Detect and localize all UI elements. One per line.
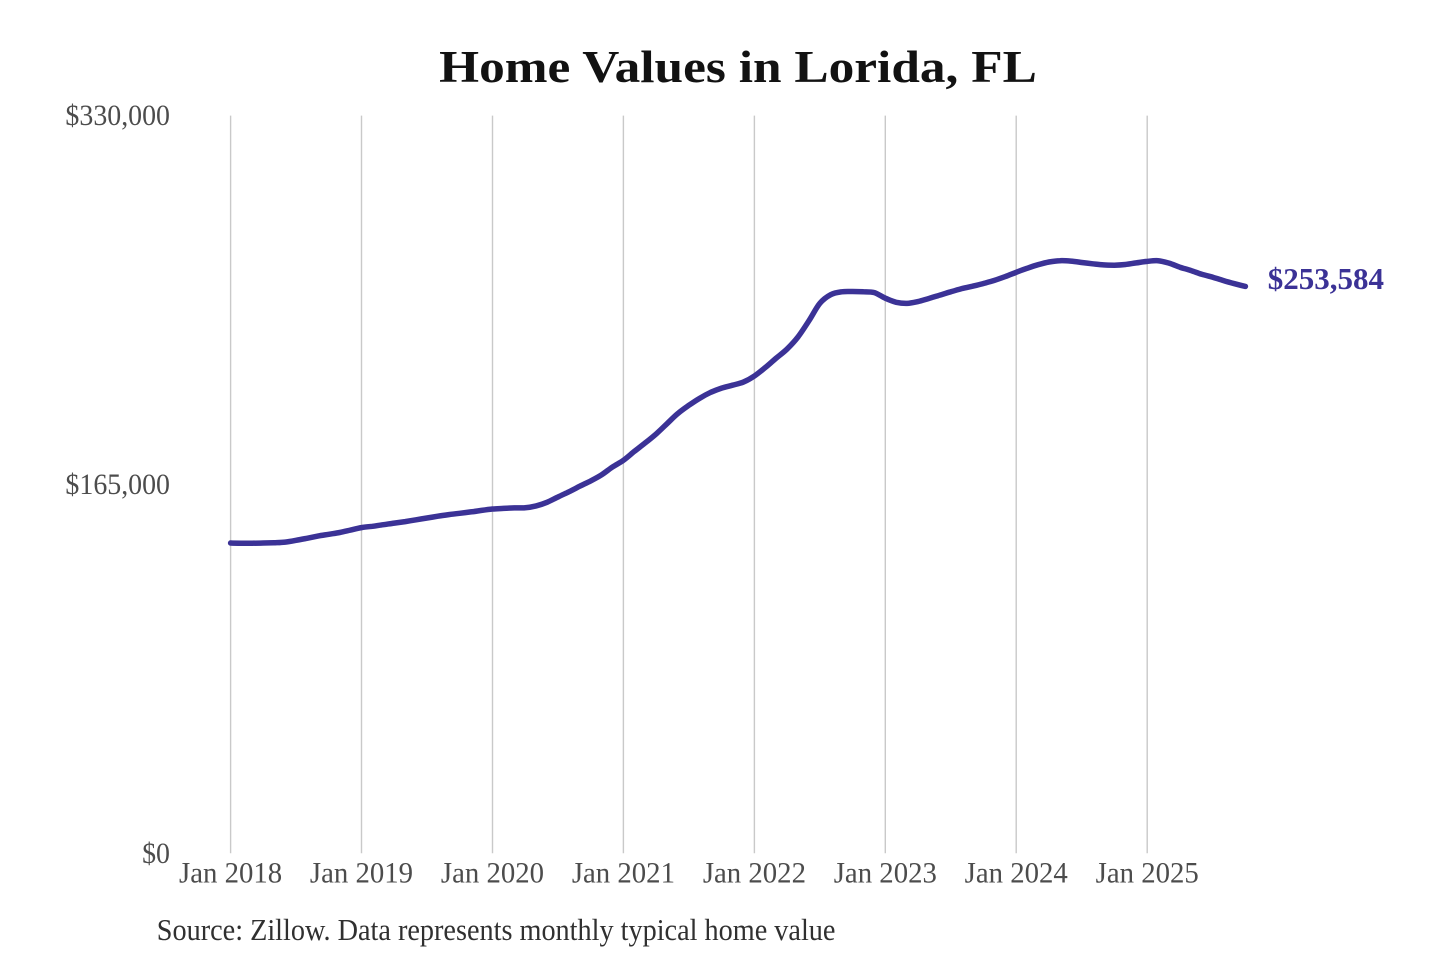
- svg-text:Jan 2023: Jan 2023: [834, 857, 937, 890]
- svg-text:Jan 2020: Jan 2020: [441, 857, 544, 890]
- svg-text:Jan 2025: Jan 2025: [1096, 857, 1199, 890]
- svg-text:Home Values in Lorida, FL: Home Values in Lorida, FL: [439, 43, 1037, 92]
- svg-text:$253,584: $253,584: [1268, 261, 1384, 296]
- svg-text:$330,000: $330,000: [65, 99, 170, 132]
- svg-text:$0: $0: [142, 837, 170, 870]
- svg-text:Jan 2021: Jan 2021: [572, 857, 675, 890]
- svg-text:Jan 2024: Jan 2024: [965, 857, 1068, 890]
- svg-text:Jan 2022: Jan 2022: [703, 857, 806, 890]
- svg-text:Jan 2019: Jan 2019: [310, 857, 413, 890]
- svg-text:Jan 2018: Jan 2018: [179, 857, 282, 890]
- svg-text:Source: Zillow. Data represent: Source: Zillow. Data represents monthly …: [157, 914, 836, 947]
- svg-text:$165,000: $165,000: [65, 468, 170, 501]
